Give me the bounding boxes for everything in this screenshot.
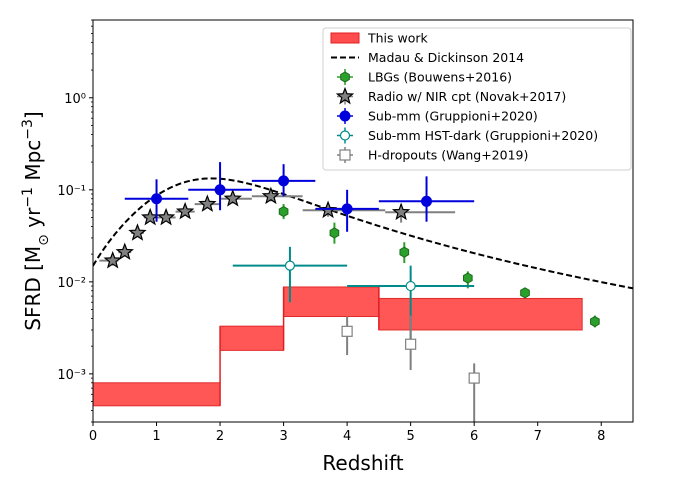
point-1-10	[391, 202, 411, 221]
legend-label-5: Sub-mm HST-dark (Gruppioni+2020)	[368, 128, 598, 143]
this-work-band-1	[219, 325, 285, 351]
legend-entry-3: Radio w/ NIR cpt (Novak+2017)	[335, 86, 566, 105]
y-axis-label: SFRD [M⊙ yr−1 Mpc−3]	[20, 111, 52, 330]
y-axis-label-part-3: −1	[20, 187, 36, 208]
legend-marker-3	[335, 86, 355, 105]
legend-label-3: Radio w/ NIR cpt (Novak+2017)	[368, 89, 566, 104]
y-tick-label-1: 10⁻²	[57, 276, 86, 291]
point-4-1	[405, 338, 417, 350]
x-tick-label-2: 2	[216, 429, 224, 444]
x-tick-label-5: 5	[407, 429, 415, 444]
series-1	[99, 186, 456, 269]
x-tick-label-8: 8	[597, 429, 605, 444]
legend-box	[322, 27, 632, 171]
x-axis-label: Redshift	[322, 451, 403, 475]
point-4-0	[341, 325, 353, 337]
point-0-4	[520, 287, 530, 299]
point-1-7	[223, 189, 242, 207]
legend-entry-2: LBGs (Bouwens+2016)	[337, 69, 512, 85]
y-tick-label-0: 10⁻³	[57, 368, 86, 383]
legend-entry-6: H-dropouts (Wang+2019)	[337, 147, 528, 163]
legend-entry-0: This work	[330, 31, 429, 46]
x-tick-label-1: 1	[152, 429, 160, 444]
legend-handle-this-work	[330, 32, 360, 44]
point-1-8	[261, 186, 281, 205]
x-tick-label-6: 6	[470, 429, 478, 444]
x-tick-label-0: 0	[89, 429, 97, 444]
point-0-0	[278, 206, 289, 218]
legend-marker-6	[339, 149, 351, 161]
point-1-6	[198, 194, 217, 212]
point-2-4	[421, 195, 433, 207]
point-0-3	[462, 272, 473, 284]
point-0-2	[399, 246, 410, 258]
x-tick-label-4: 4	[343, 429, 351, 444]
point-1-1	[115, 242, 134, 261]
legend-marker-5	[339, 130, 351, 141]
point-3-0	[284, 260, 296, 271]
y-axis-label-part-4: Mpc	[21, 140, 45, 187]
point-1-4	[156, 207, 176, 226]
point-2-2	[278, 175, 290, 187]
y-tick-label-2: 10⁻¹	[57, 184, 86, 199]
point-0-5	[590, 316, 600, 328]
legend-label-1: Madau & Dickinson 2014	[368, 50, 524, 65]
point-1-3	[140, 207, 160, 226]
plot-frame	[92, 19, 634, 423]
legend-marker-4	[339, 110, 351, 122]
point-2-1	[214, 184, 226, 196]
legend-label-2: LBGs (Bouwens+2016)	[368, 70, 512, 85]
y-axis-label-part-0: SFRD [M	[21, 246, 45, 331]
y-axis-label-part-6: ]	[21, 111, 45, 119]
point-3-1	[405, 280, 416, 292]
x-tick-label-3: 3	[279, 429, 287, 444]
this-work-band-2	[283, 286, 380, 318]
point-1-5	[175, 201, 195, 220]
point-0-1	[329, 227, 340, 239]
plot-area	[93, 162, 633, 422]
legend-entry-1: Madau & Dickinson 2014	[331, 50, 524, 65]
legend-label-6: H-dropouts (Wang+2019)	[368, 148, 528, 163]
point-1-0	[103, 250, 122, 269]
legend-label-0: This work	[367, 31, 429, 46]
y-axis-label-part-5: −3	[20, 119, 36, 140]
legend-label-4: Sub-mm (Gruppioni+2020)	[368, 109, 538, 124]
y-tick-label-3: 10⁰	[64, 92, 86, 107]
legend-entry-5: Sub-mm HST-dark (Gruppioni+2020)	[337, 127, 598, 144]
point-2-0	[151, 193, 163, 205]
point-1-2	[128, 223, 147, 241]
series-4	[341, 315, 480, 422]
this-work-band-3	[378, 297, 583, 331]
y-axis-label-part-1: ⊙	[36, 234, 52, 246]
series-0	[278, 204, 600, 328]
this-work-band-0	[93, 382, 221, 407]
x-tick-label-7: 7	[534, 429, 542, 444]
series-2	[124, 162, 475, 232]
point-4-2	[468, 372, 480, 384]
legend-marker-2	[340, 71, 350, 83]
y-axis-label-part-2: yr	[21, 207, 45, 234]
legend-entry-4: Sub-mm (Gruppioni+2020)	[337, 108, 538, 124]
point-2-3	[341, 203, 353, 215]
madau-dickinson-curve	[93, 177, 633, 290]
